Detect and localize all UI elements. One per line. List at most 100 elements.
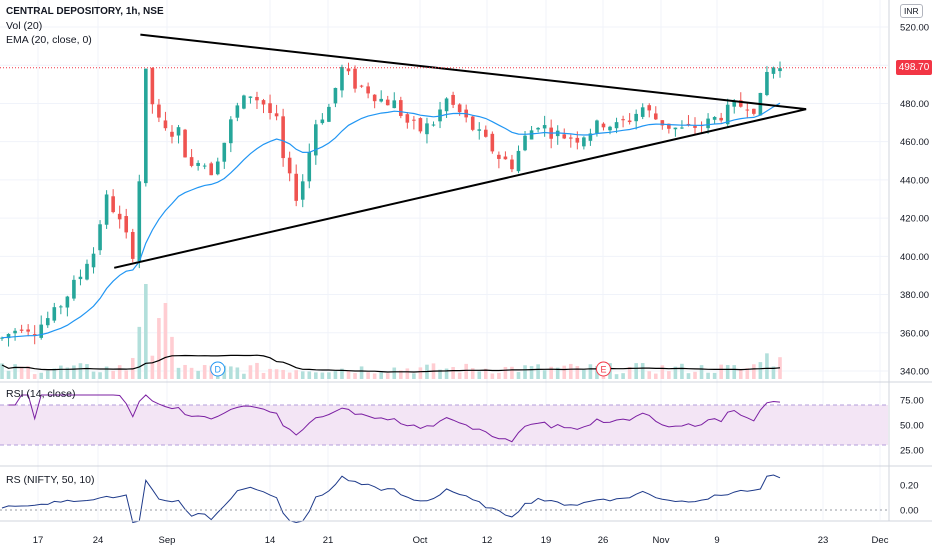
volume-bar xyxy=(359,366,364,379)
price-tick-label: 420.00 xyxy=(900,214,929,225)
candle-body xyxy=(261,100,266,105)
volume-bar xyxy=(392,367,397,379)
candle-body xyxy=(130,231,135,259)
candle-body xyxy=(418,118,423,132)
candle-body xyxy=(333,87,338,104)
candle-body xyxy=(385,99,390,106)
candle-body xyxy=(268,103,272,114)
ema-line xyxy=(1,102,781,339)
trendlines[interactable] xyxy=(113,33,807,269)
rsi-polyline xyxy=(8,394,781,443)
candle-body xyxy=(745,109,750,111)
volume-bar xyxy=(497,372,501,379)
volume-bar xyxy=(340,368,344,379)
candle-body xyxy=(399,100,403,116)
volume-bar xyxy=(699,365,704,379)
volume-bar xyxy=(346,370,351,379)
candle-body xyxy=(300,181,305,200)
candle-body xyxy=(438,109,442,122)
volume-bar xyxy=(477,371,482,379)
volume-bar xyxy=(562,365,567,379)
volume-bar xyxy=(712,372,717,379)
price-tick-label: 480.00 xyxy=(900,99,929,110)
volume-bar xyxy=(732,365,737,379)
rsi-tick-label: 75.00 xyxy=(900,396,924,407)
candle-body xyxy=(202,165,207,167)
candle-body xyxy=(215,161,220,175)
volume-bar xyxy=(470,368,475,379)
volume-bar xyxy=(542,370,547,379)
volume-bar xyxy=(555,367,560,379)
candle-body xyxy=(712,116,717,120)
candle-body xyxy=(510,159,514,170)
volume-bar xyxy=(65,367,70,379)
volume-bar xyxy=(693,371,697,379)
last-price-tag: 498.70 xyxy=(896,60,932,75)
rs-tick-label: 0.00 xyxy=(900,506,919,517)
candle-body xyxy=(575,137,580,143)
price-tick-label: 340.00 xyxy=(900,367,929,378)
candle-body xyxy=(595,120,599,134)
volume-bar xyxy=(745,368,750,379)
volume-bar xyxy=(320,372,325,379)
volume-bar xyxy=(516,372,521,379)
volume-bar xyxy=(163,303,168,379)
candle-body xyxy=(340,66,344,91)
volume-bar xyxy=(634,363,638,379)
candle-body xyxy=(163,120,168,129)
candle-body xyxy=(6,333,11,339)
volume-bar xyxy=(399,370,403,379)
volume-bar xyxy=(248,365,253,379)
volume-bar xyxy=(314,372,318,379)
candle-body xyxy=(483,129,488,137)
volume-bar xyxy=(385,373,390,379)
volume-bar xyxy=(255,362,259,379)
candle-body xyxy=(189,157,194,166)
candle-body xyxy=(765,71,769,96)
candle-body xyxy=(274,113,279,117)
candle-body xyxy=(412,119,416,121)
rs-tick-label: 0.20 xyxy=(900,481,919,492)
volume-bar xyxy=(6,370,11,379)
time-tick-label: 24 xyxy=(93,535,104,546)
candle-body xyxy=(536,127,540,130)
price-tick-label: 460.00 xyxy=(900,137,929,148)
candle-body xyxy=(13,330,17,334)
volume-bar xyxy=(372,373,377,379)
volume-bar xyxy=(0,363,4,379)
rs-legend: RS (NIFTY, 50, 10) xyxy=(6,474,95,486)
candle-body xyxy=(686,123,691,125)
candle-body xyxy=(327,106,331,122)
time-tick-label: 9 xyxy=(714,535,719,546)
volume-ma-polyline xyxy=(1,354,781,373)
candle-body xyxy=(183,129,187,158)
time-tick-label: 14 xyxy=(265,535,276,546)
candle-body xyxy=(680,127,684,129)
currency-badge[interactable]: INR xyxy=(900,4,923,18)
volume-bars xyxy=(0,284,782,379)
volume-bar xyxy=(752,364,756,379)
candle-body xyxy=(738,100,743,107)
candle-body xyxy=(706,118,710,129)
candle-body xyxy=(104,194,109,225)
candle-body xyxy=(242,95,246,109)
volume-bar xyxy=(438,369,442,379)
volume-bar xyxy=(366,372,370,379)
candle-body xyxy=(45,318,50,326)
volume-bar xyxy=(170,336,174,379)
candles xyxy=(0,61,782,347)
volume-bar xyxy=(274,369,279,379)
candle-body xyxy=(111,196,115,213)
volume-bar xyxy=(85,364,89,379)
candle-body xyxy=(568,137,573,139)
time-tick-label: Dec xyxy=(872,535,889,546)
price-tick-label: 380.00 xyxy=(900,290,929,301)
rsi-tick-label: 50.00 xyxy=(900,421,924,432)
volume-bar xyxy=(667,371,671,379)
volume-bar xyxy=(300,371,305,379)
candle-body xyxy=(621,119,625,121)
candle-body xyxy=(255,96,259,101)
volume-bar xyxy=(45,370,50,379)
candle-body xyxy=(601,123,606,128)
